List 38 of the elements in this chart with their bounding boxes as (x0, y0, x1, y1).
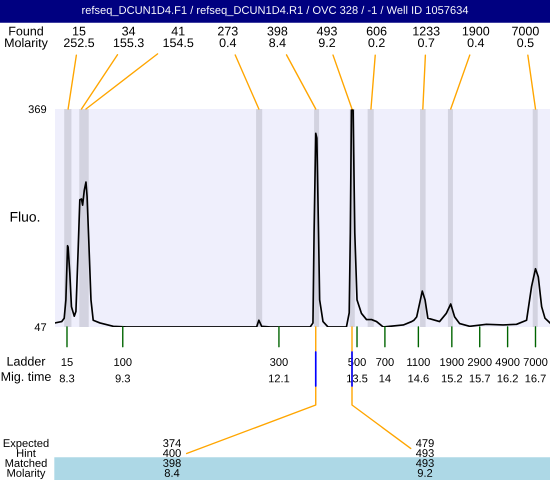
x-tick-label: 15.7 (470, 374, 490, 382)
annotation: 15 (62, 358, 73, 366)
annotation: 374 400 398 8.4 (162, 439, 181, 477)
annotation: 7000 0.5 (512, 26, 539, 48)
annotation: 398 8.4 (267, 26, 288, 48)
annotation: 1900 0.4 (462, 26, 490, 48)
y-tick-label: 369 (28, 105, 46, 114)
x-tick-label: 14 (380, 374, 391, 382)
annotation: 7000 (524, 358, 548, 366)
x-tick-label: 14.6 (408, 374, 429, 382)
text: Expected Hint Matched Molarity (4, 438, 48, 480)
annotation: 15 252.5 (64, 26, 94, 48)
annotation: 2900 (468, 358, 492, 366)
annotation: 273 0.4 (218, 26, 238, 48)
chart-title: refseq_DCUN1D4.F1 / refseq_DCUN1D4.R1 / OVC 328 / -1 / Well ID 1057634 (82, 6, 468, 16)
annotation: 1100 (407, 358, 430, 366)
annotation: 1233 0.7 (413, 26, 440, 48)
x-tick-label: 16.7 (526, 374, 546, 382)
x-tick-label: 8.3 (60, 374, 74, 382)
annotation: 479 493 493 9.2 (416, 439, 434, 477)
line-series (55, 109, 550, 327)
annotation: 300 (270, 358, 288, 366)
annotation: 493 9.2 (316, 26, 337, 48)
x-tick-label: 16.2 (498, 374, 518, 382)
annotation: 41 154.5 (164, 26, 194, 48)
text: Found Molarity (5, 26, 48, 50)
annotation: 700 (376, 358, 394, 366)
y-axis-title: Fluo. (10, 212, 40, 222)
x-tick-label: 15.2 (442, 374, 462, 382)
annotation: 34 155.3 (114, 26, 144, 48)
text: Ladder Mig. time (2, 356, 51, 384)
annotation: 606 0.2 (366, 26, 386, 48)
annotation: 100 (114, 358, 132, 366)
annotation: 4900 (496, 358, 520, 366)
x-tick-label: 9.3 (116, 374, 130, 382)
x-tick-label: 12.1 (268, 374, 290, 382)
y-tick-label: 47 (34, 323, 46, 332)
annotation: 1900 (440, 358, 464, 366)
